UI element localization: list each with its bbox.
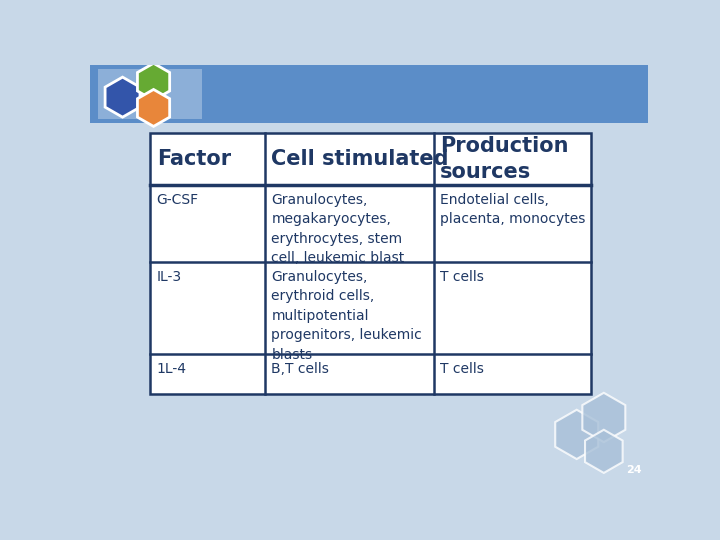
Text: T cells: T cells	[441, 362, 484, 376]
FancyBboxPatch shape	[150, 132, 590, 394]
Polygon shape	[555, 410, 598, 459]
Text: IL-3: IL-3	[157, 269, 181, 284]
Text: G-CSF: G-CSF	[157, 193, 199, 207]
Polygon shape	[585, 430, 623, 473]
Polygon shape	[138, 90, 170, 126]
Polygon shape	[138, 63, 170, 100]
FancyBboxPatch shape	[555, 65, 648, 123]
Text: Factor: Factor	[157, 148, 231, 168]
Text: 24: 24	[626, 465, 642, 475]
Text: Granulocytes,
erythroid cells,
multipotential
progenitors, leukemic
blasts: Granulocytes, erythroid cells, multipote…	[271, 269, 422, 362]
FancyBboxPatch shape	[90, 65, 648, 123]
Polygon shape	[582, 393, 625, 442]
FancyBboxPatch shape	[98, 69, 202, 119]
Text: Production
sources: Production sources	[441, 136, 569, 182]
Text: 1L-4: 1L-4	[157, 362, 186, 376]
Text: Granulocytes,
megakaryocytes,
erythrocytes, stem
cell, leukemic blast: Granulocytes, megakaryocytes, erythrocyt…	[271, 193, 405, 265]
Text: T cells: T cells	[441, 269, 484, 284]
Text: B,T cells: B,T cells	[271, 362, 329, 376]
Text: Endotelial cells,
placenta, monocytes: Endotelial cells, placenta, monocytes	[441, 193, 585, 226]
Text: Cell stimulated: Cell stimulated	[271, 148, 449, 168]
Polygon shape	[105, 77, 140, 117]
